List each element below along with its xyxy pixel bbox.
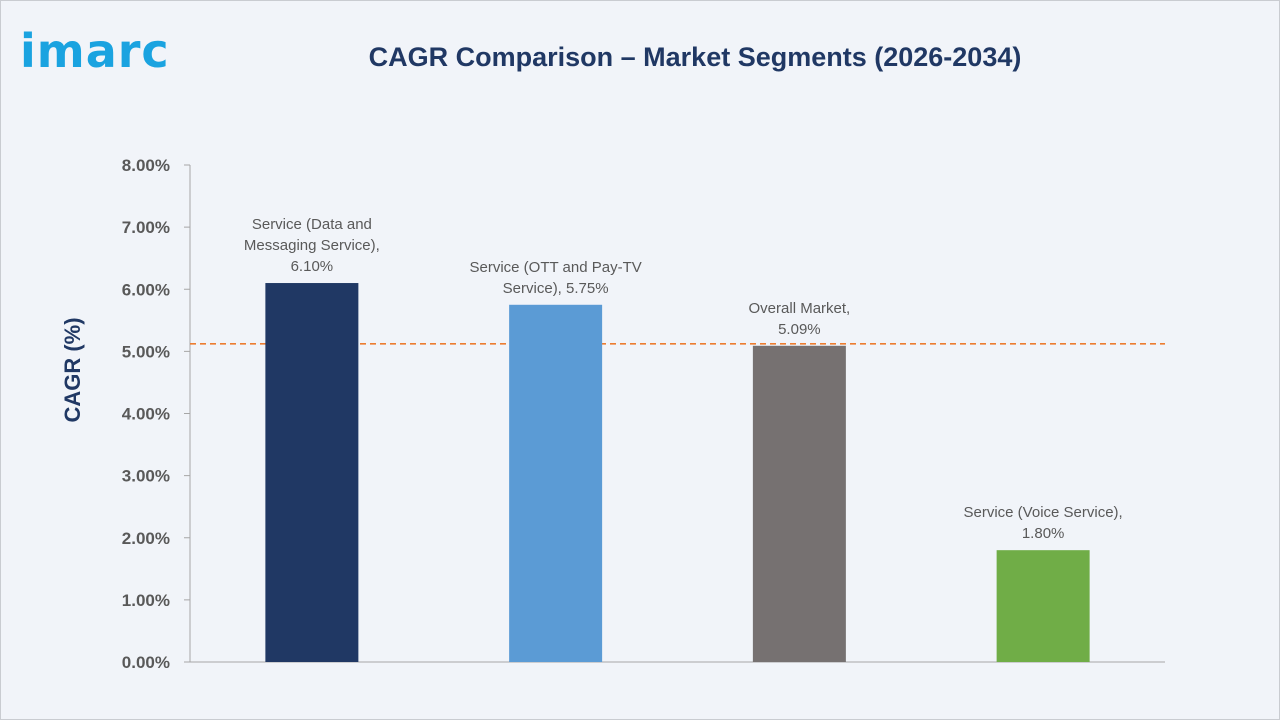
bars	[265, 283, 1090, 662]
data-label-3: Overall Market, 5.09%	[749, 300, 851, 338]
y-tick-label: 4.00%	[122, 405, 170, 424]
y-tick-label: 5.00%	[122, 342, 170, 361]
bar-2	[509, 304, 603, 662]
data-labels: Service (Data and Messaging Service), 6.10…	[244, 216, 1123, 542]
y-tick-label: 0.00%	[122, 653, 170, 672]
y-tick-label: 3.00%	[122, 467, 170, 486]
y-tick-label: 6.00%	[122, 280, 170, 299]
data-label-2: Service (OTT and Pay-TV Service), 5.75%	[469, 259, 641, 297]
bar-1	[265, 283, 359, 662]
y-ticks: 0.00% 1.00% 2.00% 3.00% 4.00% 5.00% 6.00% 7.00%…	[122, 156, 190, 672]
data-label-4: Service (Voice Service), 1.80%	[964, 504, 1123, 542]
y-axis-label: CAGR (%)	[60, 317, 85, 422]
y-tick-label: 8.00%	[122, 156, 170, 175]
imarc-logo: imarc	[20, 24, 170, 78]
bar-4	[996, 550, 1090, 662]
y-tick-label: 1.00%	[122, 591, 170, 610]
chart-title: CAGR Comparison – Market Segments (2026-…	[368, 42, 1022, 72]
data-label-1: Service (Data and Messaging Service), 6.10…	[244, 216, 380, 275]
y-tick-label: 7.00%	[122, 218, 170, 237]
y-tick-label: 2.00%	[122, 529, 170, 548]
bar-3	[752, 345, 846, 662]
